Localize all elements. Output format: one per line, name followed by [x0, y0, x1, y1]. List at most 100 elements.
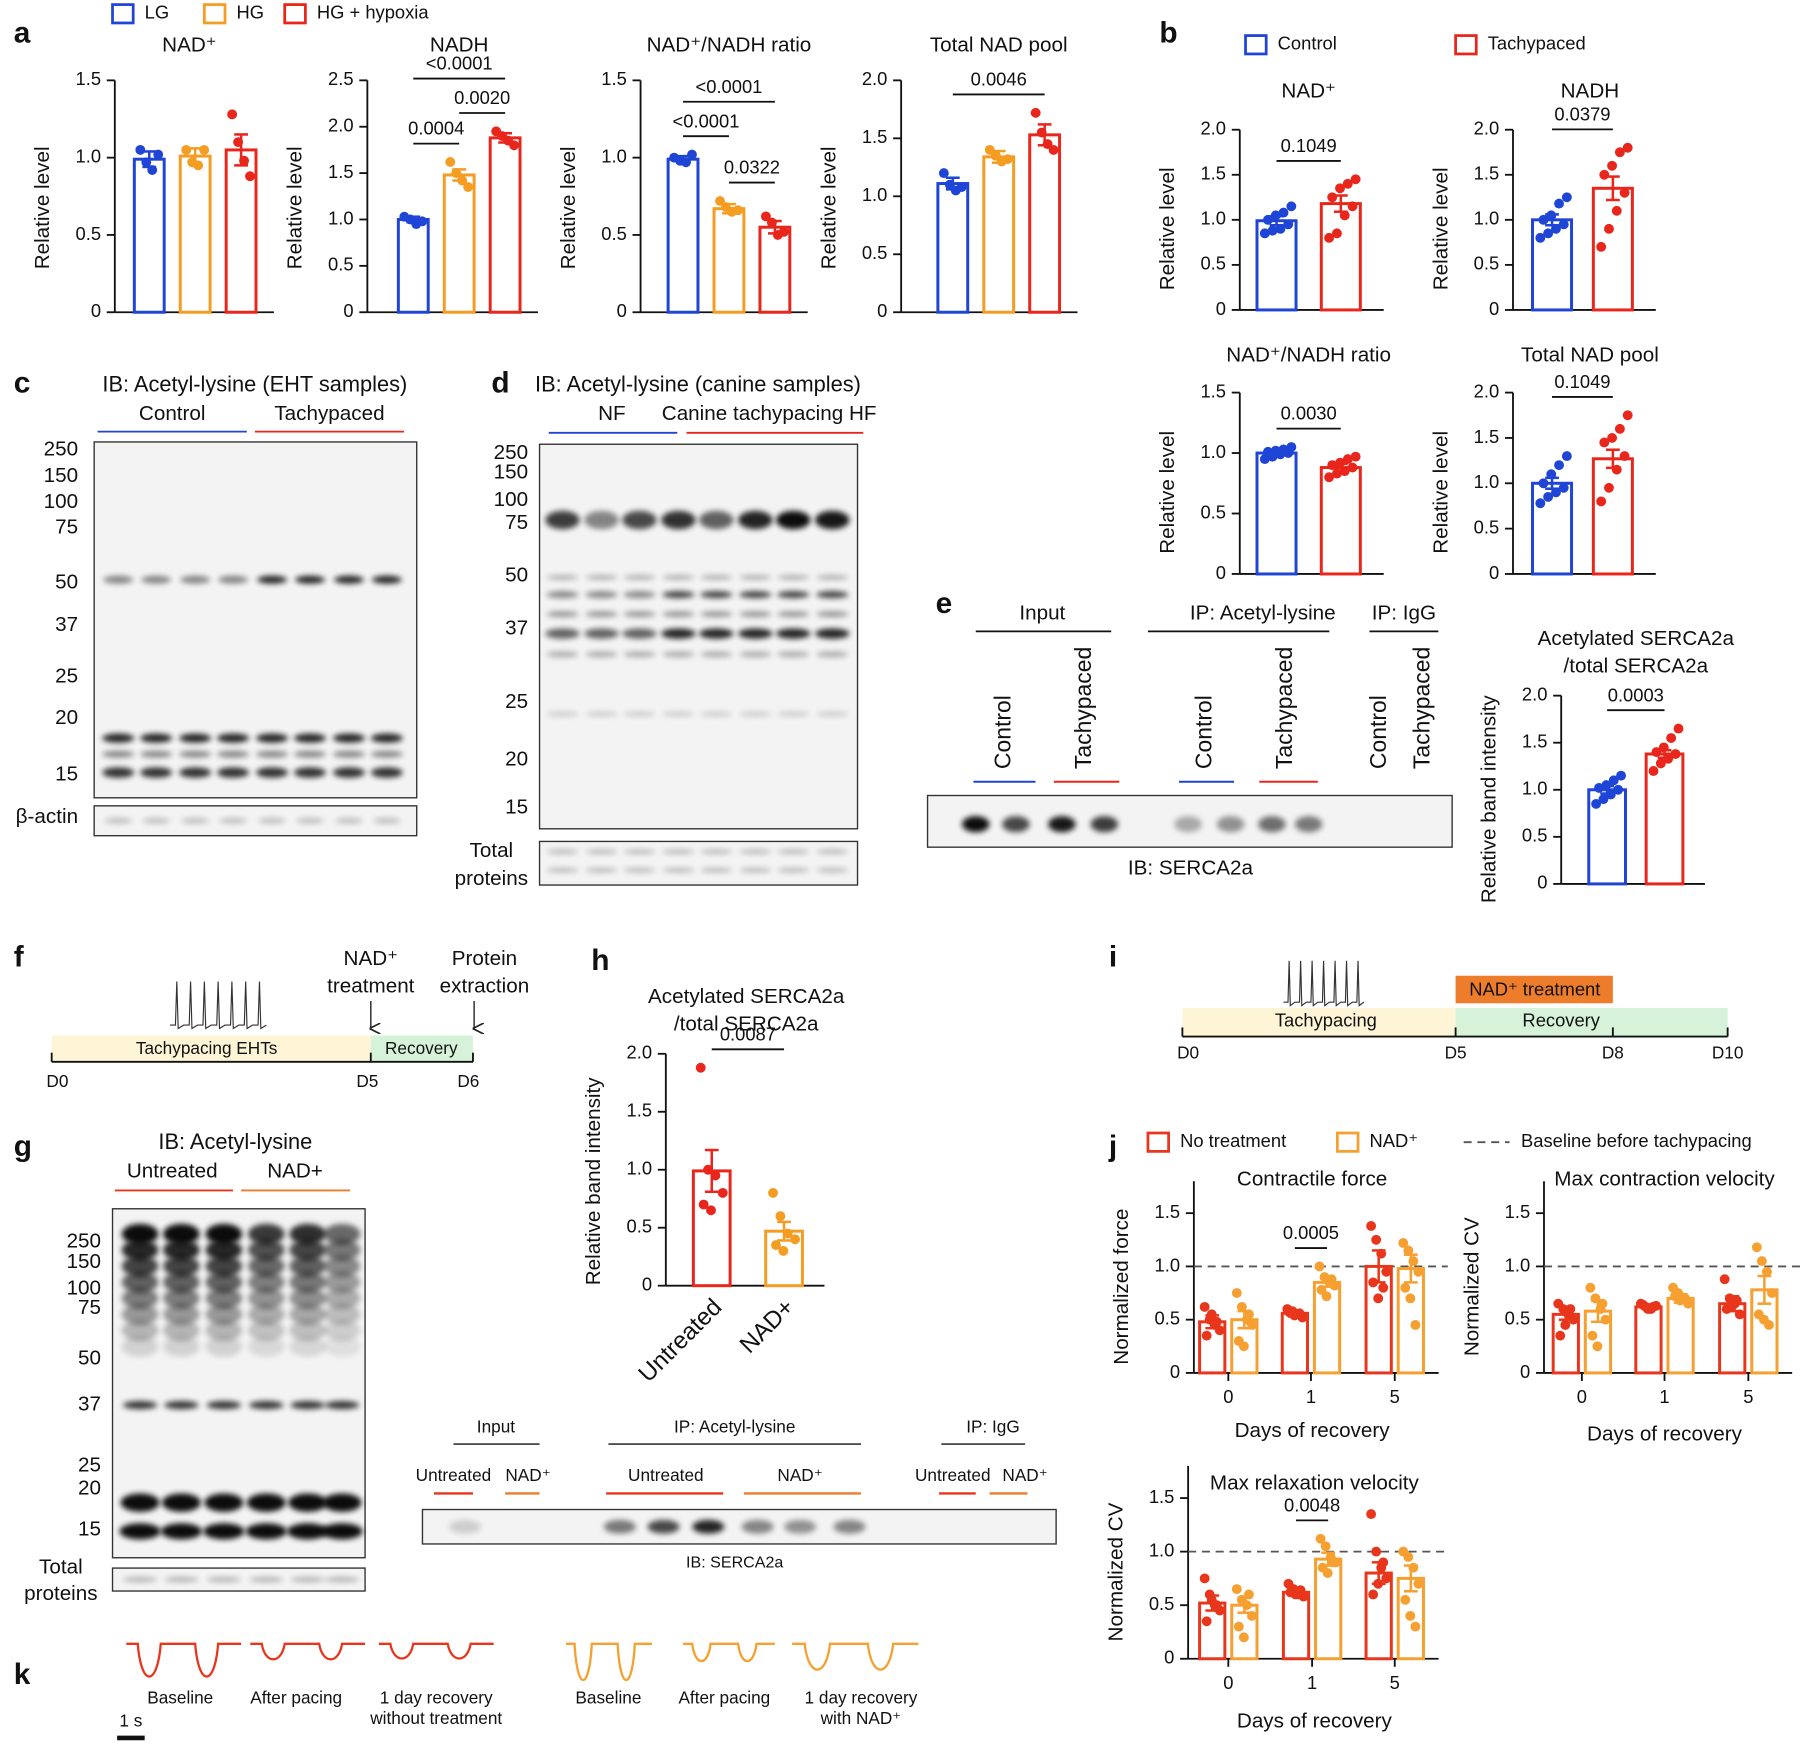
- mw-marker: 50: [78, 1347, 101, 1370]
- data-point: [1596, 496, 1607, 507]
- p-value: 0.0004: [408, 118, 464, 139]
- band: [179, 750, 212, 758]
- mw-marker: 15: [78, 1518, 101, 1541]
- y-axis-label: Normalized force: [1110, 1209, 1133, 1365]
- day-label: D5: [1445, 1042, 1467, 1062]
- data-point: [1543, 228, 1554, 239]
- data-point: [1373, 1293, 1384, 1304]
- legend-swatch: [1146, 1131, 1170, 1153]
- bar: [982, 155, 1016, 314]
- segment-label: Tachypacing EHTs: [136, 1038, 278, 1058]
- y-tick-label: 0: [1489, 298, 1499, 319]
- band: [179, 767, 212, 778]
- bar: [712, 207, 746, 314]
- band: [289, 1304, 327, 1325]
- data-point: [1327, 192, 1338, 203]
- band: [585, 611, 618, 618]
- band: [833, 1519, 866, 1534]
- data-point: [463, 182, 474, 192]
- label: Baseline: [147, 1687, 213, 1707]
- data-point: [1565, 1304, 1576, 1314]
- data-point: [1371, 1234, 1382, 1245]
- group-label: Canine tachypacing HF: [662, 402, 877, 425]
- data-point: [1658, 742, 1669, 753]
- band: [738, 628, 773, 639]
- band: [104, 817, 133, 824]
- bar: [132, 157, 166, 314]
- data-point: [1408, 1256, 1419, 1267]
- chart-title: Acetylated SERCA2a: [1538, 627, 1735, 650]
- data-point: [1262, 446, 1273, 457]
- y-tick-label: 2.0: [627, 1042, 653, 1063]
- y-tick-label: 1.5: [76, 68, 102, 89]
- trace: [683, 1642, 775, 1663]
- x-tick-label: 0: [1577, 1386, 1587, 1407]
- y-tick-label: 0: [1520, 1361, 1530, 1382]
- label: 1 day recovery: [805, 1687, 918, 1707]
- data-point: [1680, 1293, 1691, 1304]
- band: [102, 750, 135, 758]
- data-point: [768, 1187, 778, 1198]
- band: [622, 628, 657, 639]
- lane-label: Untreated: [915, 1465, 991, 1485]
- y-tick-label: 1.0: [1474, 471, 1500, 492]
- mw-marker: 250: [44, 437, 78, 460]
- chart-title: NAD⁺/NADH ratio: [647, 33, 812, 56]
- bar: [1396, 1267, 1425, 1375]
- treatment-bar: [1455, 975, 1613, 1004]
- mw-marker: 20: [55, 706, 78, 729]
- band: [323, 1304, 361, 1325]
- y-tick-label: 1.0: [328, 207, 354, 228]
- band: [206, 1401, 242, 1410]
- mw-marker: 50: [505, 564, 528, 587]
- band: [121, 1255, 159, 1277]
- data-point: [766, 217, 777, 228]
- band: [179, 733, 212, 743]
- band: [205, 1336, 243, 1357]
- band: [623, 867, 656, 873]
- y-tick-label: 1.0: [76, 145, 102, 166]
- y-tick-label: 1.5: [1200, 163, 1226, 184]
- panel-letter: i: [1109, 940, 1117, 973]
- band: [777, 591, 810, 599]
- legend-label: LG: [145, 2, 170, 23]
- data-point: [1619, 451, 1630, 462]
- p-value: <0.0001: [696, 76, 763, 97]
- label: proteins: [455, 867, 529, 890]
- p-value: 0.1049: [1554, 371, 1610, 392]
- group-label: Untreated: [127, 1159, 218, 1182]
- y-tick-label: 2.0: [862, 68, 888, 89]
- data-point: [1550, 223, 1561, 234]
- y-axis-label: Relative level: [557, 146, 580, 269]
- data-point: [1238, 1341, 1249, 1352]
- mw-marker: 100: [494, 488, 528, 511]
- y-tick-label: 1.5: [627, 1100, 653, 1121]
- band: [816, 849, 849, 855]
- data-point: [938, 168, 949, 179]
- y-tick-label: 0.5: [1474, 516, 1500, 537]
- band: [816, 711, 849, 717]
- band: [122, 1577, 158, 1582]
- legend-swatch: [283, 3, 307, 25]
- lane-label: Control: [1190, 695, 1216, 769]
- x-axis-label: Days of recovery: [1587, 1422, 1743, 1445]
- band: [289, 1287, 327, 1309]
- band: [699, 510, 734, 530]
- band: [160, 1523, 203, 1540]
- y-tick-label: 2.5: [328, 68, 354, 89]
- band: [662, 711, 695, 717]
- band: [121, 1336, 159, 1357]
- data-point: [1371, 1546, 1382, 1557]
- band: [289, 1255, 327, 1277]
- p-value: 0.0005: [1283, 1222, 1339, 1243]
- band: [247, 1239, 285, 1261]
- data-point: [1294, 1308, 1305, 1319]
- mw-marker: 15: [505, 796, 528, 819]
- band: [623, 849, 656, 855]
- band: [247, 1287, 285, 1309]
- data-point: [695, 1062, 706, 1073]
- data-point: [1410, 1621, 1421, 1632]
- pacing-spikes: [169, 981, 267, 1030]
- timeline-segment: [370, 1035, 473, 1062]
- panel-letter: k: [14, 1658, 31, 1691]
